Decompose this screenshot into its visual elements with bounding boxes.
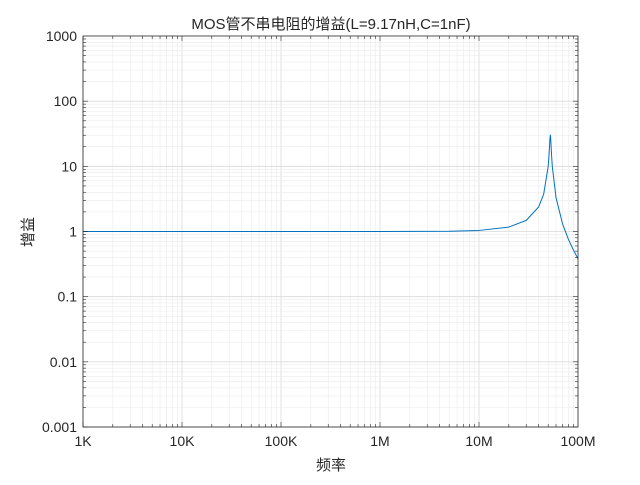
series-line <box>83 134 579 259</box>
y-tick-label: 100 <box>54 93 78 109</box>
x-axis-label: 频率 <box>316 457 346 474</box>
y-tick-label: 10 <box>61 158 77 174</box>
x-tick-label: 100K <box>265 433 298 449</box>
ticks: 1K 10K 100K 1M 10M 100M 0.001 0.01 0.1 1 10 100 1000 <box>42 28 596 449</box>
y-tick-label: 1 <box>69 224 77 240</box>
y-tick-label: 0.1 <box>58 289 78 305</box>
x-tick-label: 10M <box>465 433 492 449</box>
y-tick-label: 0.01 <box>50 354 77 370</box>
x-tick-label: 1K <box>74 433 92 449</box>
x-tick-label: 1M <box>370 433 389 449</box>
chart-title: MOS管不串电阻的增益(L=9.17nH,C=1nF) <box>191 16 470 33</box>
x-tick-label: 100M <box>560 433 595 449</box>
y-tick-label: 1000 <box>46 28 77 44</box>
y-axis-label: 增益 <box>20 217 37 247</box>
series-layer <box>83 134 579 259</box>
x-tick-label: 10K <box>170 433 196 449</box>
y-tick-label: 0.001 <box>42 419 77 435</box>
